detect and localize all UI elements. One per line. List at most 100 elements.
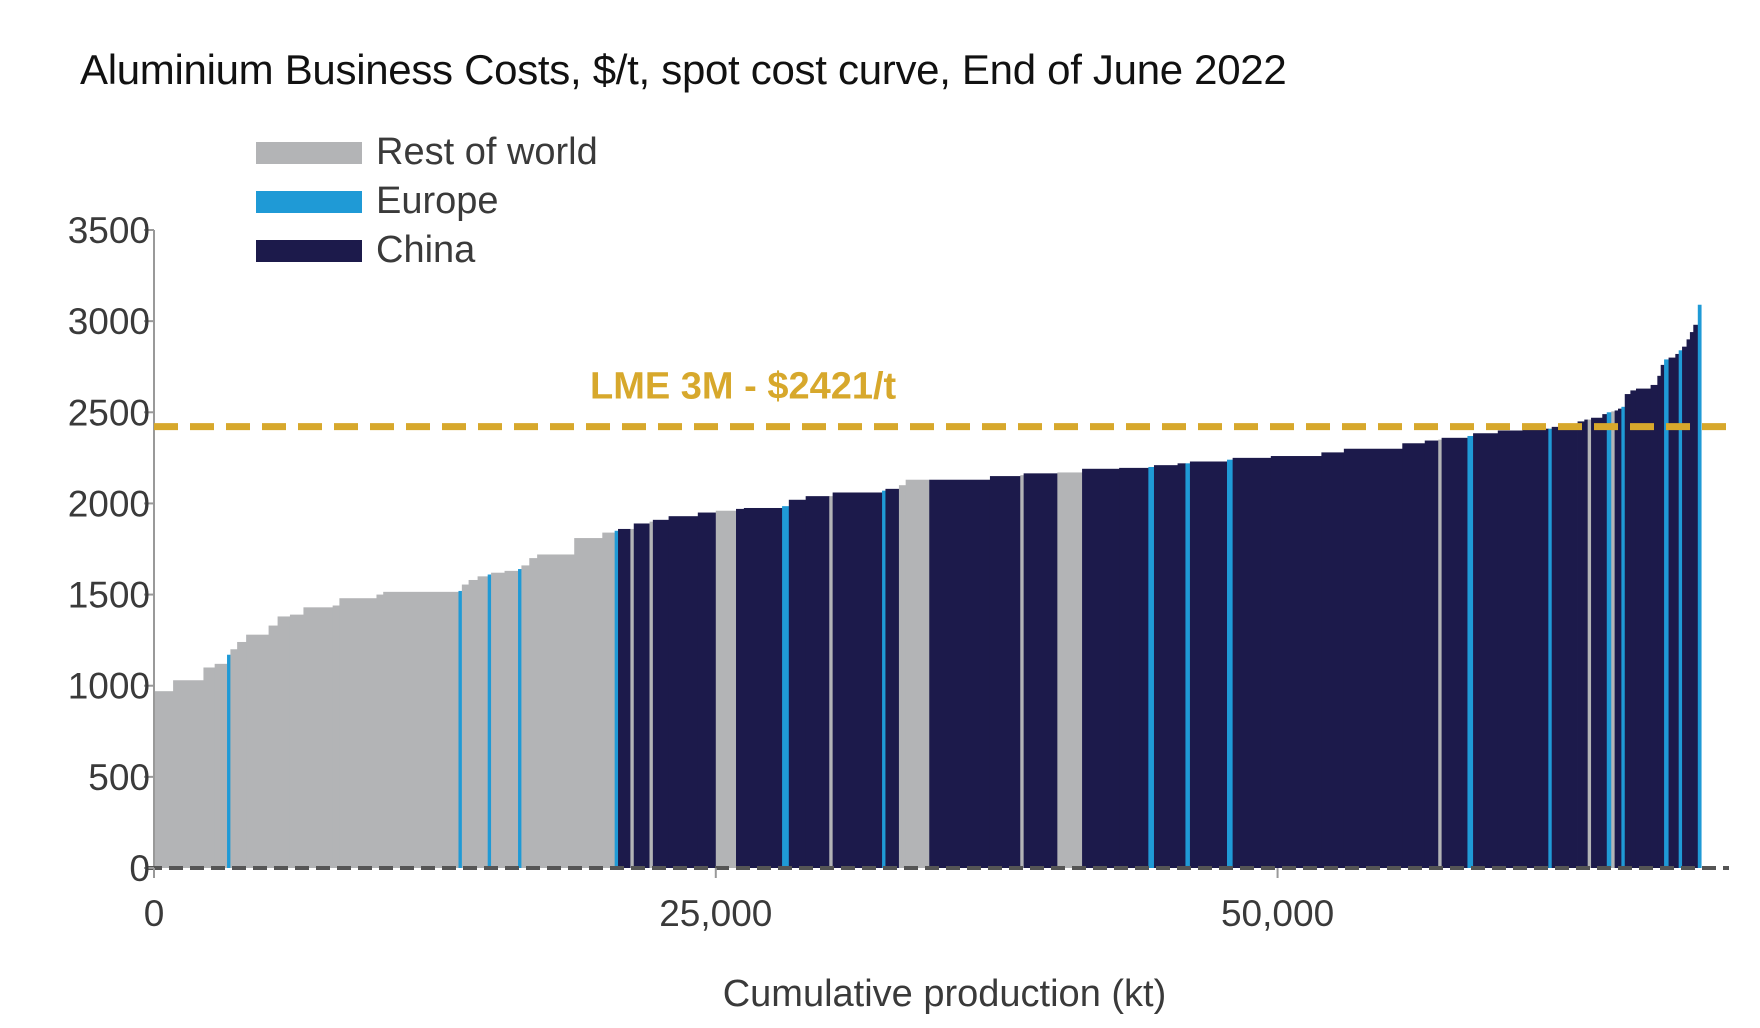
bar-europe-40 xyxy=(782,506,790,868)
lme-price-label: LME 3M - $2421/t xyxy=(590,366,897,408)
bar-rest-of-world-43 xyxy=(829,496,834,868)
bar-rest-of-world-15 xyxy=(383,591,459,868)
bar-europe-20 xyxy=(487,574,492,868)
bar-china-38 xyxy=(736,508,745,868)
legend-swatch-china xyxy=(256,239,362,262)
bar-china-88 xyxy=(1630,390,1637,868)
bar-china-34 xyxy=(652,519,669,868)
bar-europe-59 xyxy=(1185,463,1191,868)
bar-china-77 xyxy=(1577,421,1585,868)
bar-europe-101 xyxy=(1697,304,1702,868)
bar-china-30 xyxy=(618,528,631,868)
x-tick-label: 0 xyxy=(144,893,165,934)
legend-swatch-europe xyxy=(256,190,362,213)
bar-europe-45 xyxy=(882,490,886,868)
bar-china-90 xyxy=(1650,384,1658,868)
y-tick-label: 2000 xyxy=(68,483,150,524)
bar-china-89 xyxy=(1635,388,1651,868)
bar-china-64 xyxy=(1321,452,1345,868)
bar-china-97 xyxy=(1682,346,1687,868)
x-tick-label: 50,000 xyxy=(1221,893,1334,934)
bar-rest-of-world-22 xyxy=(504,570,519,868)
bar-china-55 xyxy=(1119,467,1149,868)
bar-china-46 xyxy=(885,488,900,868)
bar-rest-of-world-14 xyxy=(376,594,384,868)
bar-rest-of-world-48 xyxy=(905,479,930,868)
bar-china-54 xyxy=(1082,468,1120,868)
bar-china-49 xyxy=(929,479,991,868)
bar-europe-74 xyxy=(1548,428,1553,868)
bar-china-69 xyxy=(1441,437,1468,868)
bar-europe-70 xyxy=(1467,435,1474,868)
bar-rest-of-world-19 xyxy=(477,576,489,868)
bar-rest-of-world-9 xyxy=(277,616,291,868)
bar-rest-of-world-27 xyxy=(574,538,603,868)
bar-europe-16 xyxy=(458,590,463,868)
bar-china-41 xyxy=(788,499,807,868)
bar-china-95 xyxy=(1675,353,1680,868)
bar-rest-of-world-68 xyxy=(1438,439,1443,868)
bar-china-60 xyxy=(1189,461,1228,868)
bar-china-100 xyxy=(1693,324,1699,868)
bar-china-72 xyxy=(1497,430,1523,868)
bar-china-92 xyxy=(1660,364,1665,868)
x-tick-label: 25,000 xyxy=(659,893,772,934)
bars-layer xyxy=(154,304,1702,869)
bar-rest-of-world-1 xyxy=(173,680,204,868)
bar-rest-of-world-5 xyxy=(230,649,238,868)
legend-swatch-rest-of-world xyxy=(256,141,362,164)
bar-china-36 xyxy=(697,512,717,868)
bar-rest-of-world-3 xyxy=(214,663,228,868)
bar-china-52 xyxy=(1023,473,1058,868)
legend: Rest of world Europe China xyxy=(256,128,598,275)
bar-rest-of-world-8 xyxy=(268,625,278,868)
bar-rest-of-world-0 xyxy=(154,691,174,868)
y-tick-label: 1500 xyxy=(68,575,150,616)
bar-rest-of-world-31 xyxy=(630,528,635,868)
legend-label-china: China xyxy=(376,229,476,271)
bar-china-71 xyxy=(1473,433,1499,868)
bar-rest-of-world-12 xyxy=(332,605,340,868)
axes-layer: 0 500 1000 1500 2000 2500 3000 3500 0 25,000 50,00… xyxy=(68,210,1729,934)
legend-item-europe: Europe xyxy=(256,177,598,226)
bar-china-42 xyxy=(805,496,830,868)
bar-china-81 xyxy=(1602,414,1608,868)
y-tick-label: 2500 xyxy=(68,392,150,433)
bar-china-76 xyxy=(1570,424,1578,868)
bar-china-75 xyxy=(1551,426,1572,868)
bar-china-65 xyxy=(1343,448,1403,868)
bar-china-73 xyxy=(1522,428,1549,868)
bar-rest-of-world-24 xyxy=(521,565,530,868)
bar-china-57 xyxy=(1153,465,1178,868)
bar-china-35 xyxy=(668,516,699,868)
bar-europe-96 xyxy=(1678,350,1683,868)
bar-china-99 xyxy=(1689,332,1694,869)
bar-rest-of-world-6 xyxy=(237,641,247,868)
y-tick-label: 500 xyxy=(88,757,150,798)
bar-china-62 xyxy=(1232,457,1272,868)
bar-rest-of-world-37 xyxy=(715,510,737,868)
bar-china-87 xyxy=(1624,394,1631,868)
bar-europe-61 xyxy=(1227,459,1234,868)
chart-title: Aluminium Business Costs, $/t, spot cost… xyxy=(80,46,1287,93)
bar-rest-of-world-33 xyxy=(649,521,654,868)
bar-rest-of-world-10 xyxy=(289,614,304,868)
bar-china-78 xyxy=(1584,419,1589,868)
bar-china-50 xyxy=(989,476,1021,868)
bar-china-63 xyxy=(1270,456,1322,868)
bar-rest-of-world-79 xyxy=(1587,419,1592,868)
bar-europe-29 xyxy=(614,530,619,868)
bar-china-44 xyxy=(832,492,883,868)
bar-europe-56 xyxy=(1148,466,1155,868)
bar-rest-of-world-53 xyxy=(1057,472,1083,868)
y-tick-label: 3500 xyxy=(68,210,150,251)
bar-china-84 xyxy=(1614,410,1619,868)
bar-rest-of-world-13 xyxy=(339,598,377,868)
legend-item-china: China xyxy=(256,226,598,275)
x-axis-title: Cumulative production (kt) xyxy=(723,973,1167,1015)
bar-europe-86 xyxy=(1621,406,1626,868)
bar-china-85 xyxy=(1618,408,1622,868)
bar-rest-of-world-17 xyxy=(461,584,469,868)
bar-europe-4 xyxy=(227,654,231,868)
